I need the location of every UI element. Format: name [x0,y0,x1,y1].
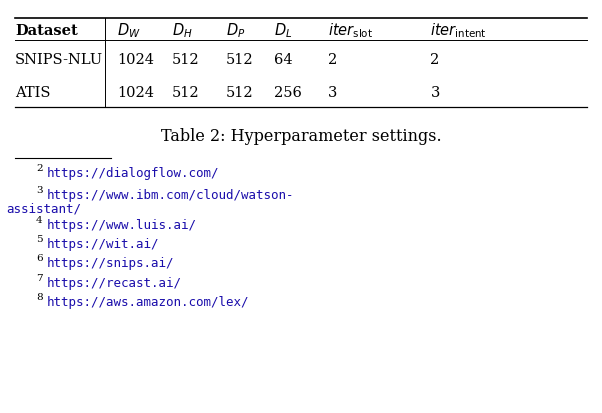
Text: 1024: 1024 [117,86,154,100]
Text: $iter_{\mathrm{intent}}$: $iter_{\mathrm{intent}}$ [430,21,487,40]
Text: 7: 7 [36,273,43,282]
Text: 512: 512 [172,53,199,67]
Text: 512: 512 [226,53,253,67]
Text: SNIPS-NLU: SNIPS-NLU [15,53,103,67]
Text: assistant/: assistant/ [6,202,81,215]
Text: https://www.ibm.com/cloud/watson-: https://www.ibm.com/cloud/watson- [47,188,294,202]
Text: 2: 2 [328,53,337,67]
Text: 2: 2 [430,53,439,67]
Text: $D_L$: $D_L$ [274,21,292,40]
Text: $D_H$: $D_H$ [172,21,192,40]
Text: 1024: 1024 [117,53,154,67]
Text: 3: 3 [328,86,338,100]
Text: 4: 4 [36,216,43,225]
Text: https://www.luis.ai/: https://www.luis.ai/ [47,218,197,232]
Text: https://recast.ai/: https://recast.ai/ [47,276,182,289]
Text: 256: 256 [274,86,302,100]
Text: $D_W$: $D_W$ [117,21,141,40]
Text: ATIS: ATIS [15,86,51,100]
Text: 512: 512 [226,86,253,100]
Text: https://aws.amazon.com/lex/: https://aws.amazon.com/lex/ [47,295,249,308]
Text: 3: 3 [36,185,43,195]
Text: $D_P$: $D_P$ [226,21,245,40]
Text: 512: 512 [172,86,199,100]
Text: Table 2: Hyperparameter settings.: Table 2: Hyperparameter settings. [161,128,441,145]
Text: $iter_{\mathrm{slot}}$: $iter_{\mathrm{slot}}$ [328,21,373,40]
Text: 8: 8 [36,292,43,301]
Text: 5: 5 [36,234,43,243]
Text: 3: 3 [430,86,440,100]
Text: Dataset: Dataset [15,24,78,38]
Text: https://snips.ai/: https://snips.ai/ [47,256,175,270]
Text: 64: 64 [274,53,293,67]
Text: 2: 2 [36,164,43,173]
Text: https://wit.ai/: https://wit.ai/ [47,237,160,250]
Text: 6: 6 [36,254,43,263]
Text: https://dialogflow.com/: https://dialogflow.com/ [47,167,220,180]
